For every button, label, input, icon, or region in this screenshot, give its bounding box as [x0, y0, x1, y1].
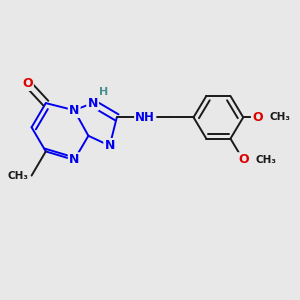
Text: N: N [69, 153, 80, 167]
Text: N: N [104, 139, 115, 152]
Text: H: H [99, 87, 109, 97]
Text: O: O [22, 77, 33, 90]
Text: O: O [252, 111, 263, 124]
Text: N: N [69, 104, 80, 117]
Text: CH₃: CH₃ [255, 155, 276, 165]
Text: N: N [88, 97, 98, 110]
Text: NH: NH [135, 111, 155, 124]
Text: O: O [238, 153, 249, 167]
Text: CH₃: CH₃ [8, 171, 29, 181]
Text: CH₃: CH₃ [269, 112, 290, 122]
